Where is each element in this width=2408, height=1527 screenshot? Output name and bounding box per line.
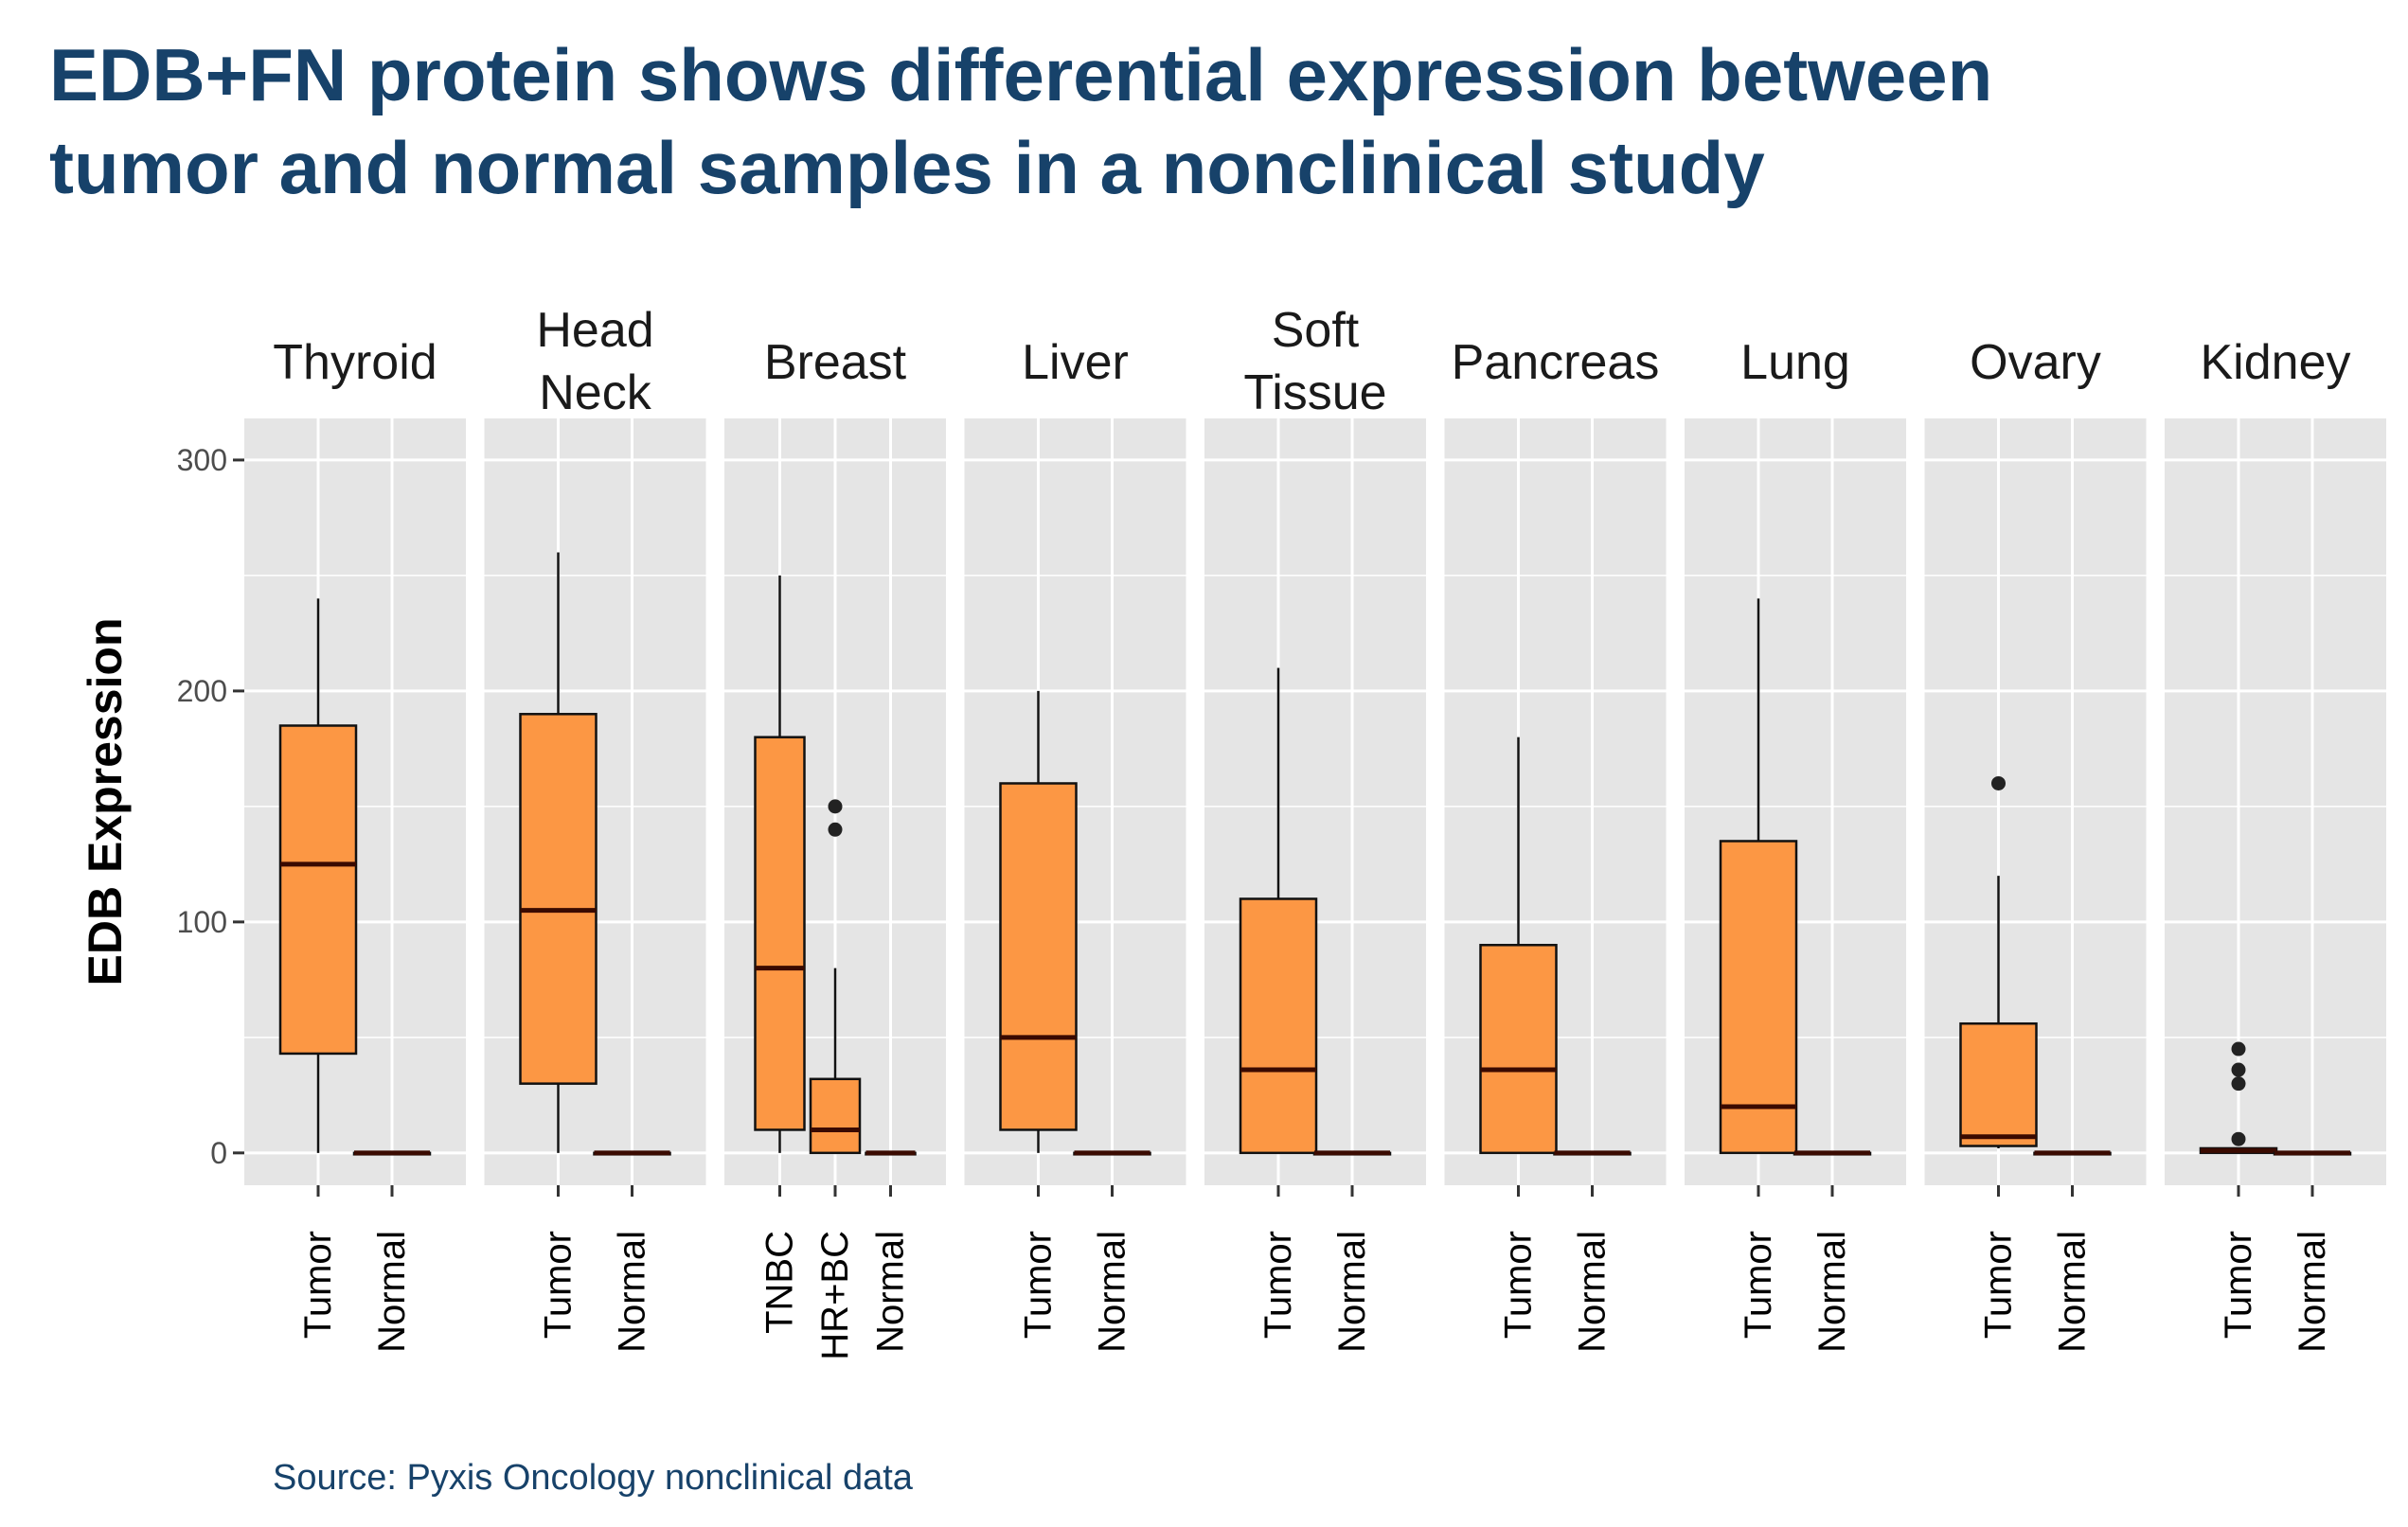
panel-title: Soft [1272, 303, 1360, 358]
box-liver-tumor: Tumor [999, 418, 1078, 1339]
outlier-point [1991, 775, 2006, 790]
box-iqr [809, 1077, 862, 1155]
outlier-point [2231, 1062, 2246, 1077]
panel-title: Pancreas [1452, 335, 1660, 390]
page-title-line-1: EDB+FN protein shows differential expres… [49, 33, 1993, 116]
box-iqr [519, 713, 598, 1085]
box-iqr [1959, 1021, 2038, 1147]
outlier-point [828, 822, 843, 837]
y-axis-label: EDB Expression [79, 617, 132, 985]
box-kidney-tumor: Tumor [2199, 418, 2278, 1339]
x-tick-label: Normal [1092, 1231, 1133, 1353]
panel-title: Ovary [1970, 335, 2101, 390]
page-title-line-2: tumor and normal samples in a nonclinica… [49, 126, 1765, 209]
panel-ovary: Ovary Tumor Normal [1924, 335, 2147, 1353]
panel-thyroid: Thyroid Tumor Normal [244, 335, 466, 1353]
box-iqr [1239, 897, 1318, 1155]
box-iqr [278, 724, 358, 1056]
y-tick-label: 300 [177, 443, 227, 477]
panel-background [2165, 418, 2386, 1185]
box-thyroid-tumor: Tumor [278, 418, 358, 1339]
y-tick-label: 100 [177, 905, 227, 939]
box-head-neck-normal: Normal [593, 418, 671, 1353]
y-tick-label: 200 [177, 674, 227, 708]
panel-head-neck: Head Neck Tumor Normal [484, 303, 706, 1353]
x-tick-label: Tumor [1258, 1231, 1299, 1339]
panel-lung: Lung Tumor Normal [1685, 335, 1906, 1353]
box-ovary-tumor: Tumor [1959, 418, 2038, 1339]
box-kidney-normal: Normal [2273, 418, 2352, 1353]
outlier-point [2231, 1041, 2246, 1056]
box-breast-normal: Normal [865, 418, 917, 1353]
panel-liver: Liver Tumor Normal [964, 335, 1186, 1353]
x-tick-label: Tumor [538, 1231, 580, 1339]
x-tick-label: HR+BC [814, 1231, 856, 1360]
panel-title: Kidney [2201, 335, 2351, 390]
x-tick-label: TNBC [759, 1231, 801, 1334]
outlier-point [828, 799, 843, 814]
x-tick-label: Normal [1572, 1231, 1614, 1353]
x-tick-label: Tumor [1018, 1231, 1060, 1339]
box-iqr [1479, 944, 1558, 1155]
box-liver-normal: Normal [1073, 418, 1151, 1353]
x-tick-label: Normal [2292, 1231, 2333, 1353]
x-tick-label: Normal [612, 1231, 653, 1353]
outlier-point [2231, 1076, 2246, 1092]
box-soft-tissue-tumor: Tumor [1239, 418, 1318, 1339]
panel-soft-tissue: Soft Tissue Tumor Normal [1204, 303, 1426, 1353]
box-thyroid-normal: Normal [352, 418, 432, 1353]
panel-title: Tissue [1243, 365, 1386, 420]
panel-breast: Breast TNBC HR+BC Normal [724, 335, 946, 1360]
x-tick-label: Tumor [1978, 1231, 2020, 1339]
x-tick-label: Tumor [2218, 1231, 2259, 1339]
box-iqr [754, 736, 806, 1131]
panel-title: Liver [1022, 335, 1129, 390]
box-ovary-normal: Normal [2033, 418, 2112, 1353]
box-iqr [1719, 840, 1798, 1155]
x-tick-label: Tumor [1498, 1231, 1540, 1339]
box-lung-tumor: Tumor [1719, 418, 1798, 1339]
x-tick-label: Normal [371, 1231, 413, 1353]
x-tick-label: Normal [1331, 1231, 1373, 1353]
panel-title: Head [536, 303, 653, 358]
box-breast-hr-bc: HR+BC [809, 418, 862, 1360]
y-tick-label: 0 [210, 1136, 227, 1170]
box-pancreas-tumor: Tumor [1479, 418, 1558, 1339]
x-tick-label: Normal [1811, 1231, 1853, 1353]
box-breast-tnbc: TNBC [754, 418, 806, 1334]
x-tick-label: Tumor [1738, 1231, 1779, 1339]
panel-title: Lung [1740, 335, 1850, 390]
x-tick-label: Normal [870, 1231, 912, 1353]
panel-kidney: Kidney Tumor Normal [2165, 335, 2386, 1353]
box-iqr [999, 782, 1078, 1131]
panel-title: Thyroid [273, 335, 437, 390]
box-lung-normal: Normal [1793, 418, 1872, 1353]
source-note: Source: Pyxis Oncology nonclinical data [273, 1458, 913, 1498]
box-pancreas-normal: Normal [1553, 418, 1632, 1353]
box-head-neck-tumor: Tumor [519, 418, 598, 1339]
page-title: EDB+FN protein shows differential expres… [49, 28, 2322, 214]
x-tick-label: Normal [2052, 1231, 2094, 1353]
panel-title: Breast [764, 335, 907, 390]
x-tick-label: Tumor [297, 1231, 339, 1339]
box-soft-tissue-normal: Normal [1312, 418, 1392, 1353]
panel-title: Neck [539, 365, 651, 420]
panel-pancreas: Pancreas Tumor Normal [1444, 335, 1667, 1353]
outlier-point [2231, 1131, 2246, 1146]
